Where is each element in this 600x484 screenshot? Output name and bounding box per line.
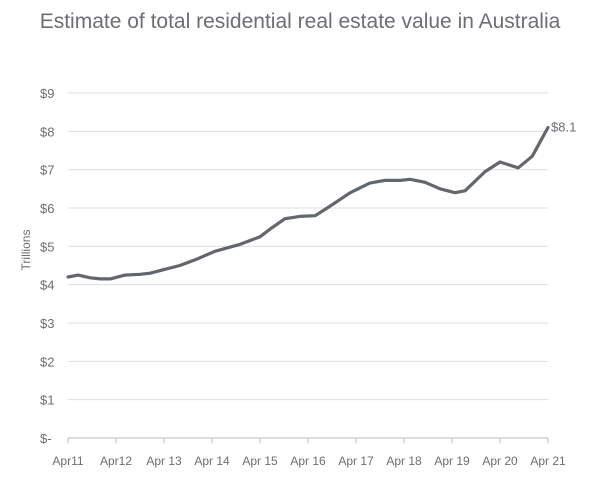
x-tick-label: Apr 20 bbox=[482, 454, 518, 468]
y-axis-label: Trillions bbox=[19, 230, 33, 271]
y-tick-label: $- bbox=[40, 431, 52, 446]
x-tick-label: Apr 17 bbox=[338, 454, 374, 468]
y-tick-label: $9 bbox=[40, 86, 54, 101]
x-tick-label: Apr 18 bbox=[386, 454, 422, 468]
x-tick-label: Apr 14 bbox=[194, 454, 230, 468]
end-value-label: $8.1 bbox=[551, 120, 576, 135]
x-tick-label: Apr 15 bbox=[242, 454, 278, 468]
y-tick-label: $4 bbox=[40, 278, 54, 293]
series-line bbox=[66, 125, 550, 281]
y-tick-label: $2 bbox=[40, 354, 54, 369]
x-tick-label: Apr 21 bbox=[530, 454, 566, 468]
x-tick-label: Apr 13 bbox=[146, 454, 182, 468]
x-tick-label: Apr11 bbox=[52, 454, 83, 468]
x-tick-label: Apr 19 bbox=[434, 454, 470, 468]
y-tick-label: $5 bbox=[40, 239, 54, 254]
y-tick-label: $8 bbox=[40, 124, 54, 139]
y-tick-label: $3 bbox=[40, 316, 54, 331]
y-tick-label: $7 bbox=[40, 163, 54, 178]
x-tick-label: Apr 16 bbox=[290, 454, 326, 468]
chart-title: Estimate of total residential real estat… bbox=[39, 10, 561, 33]
y-tick-label: $6 bbox=[40, 201, 54, 216]
y-tick-label: $1 bbox=[40, 393, 54, 408]
x-tick-label: Apr12 bbox=[100, 454, 132, 468]
